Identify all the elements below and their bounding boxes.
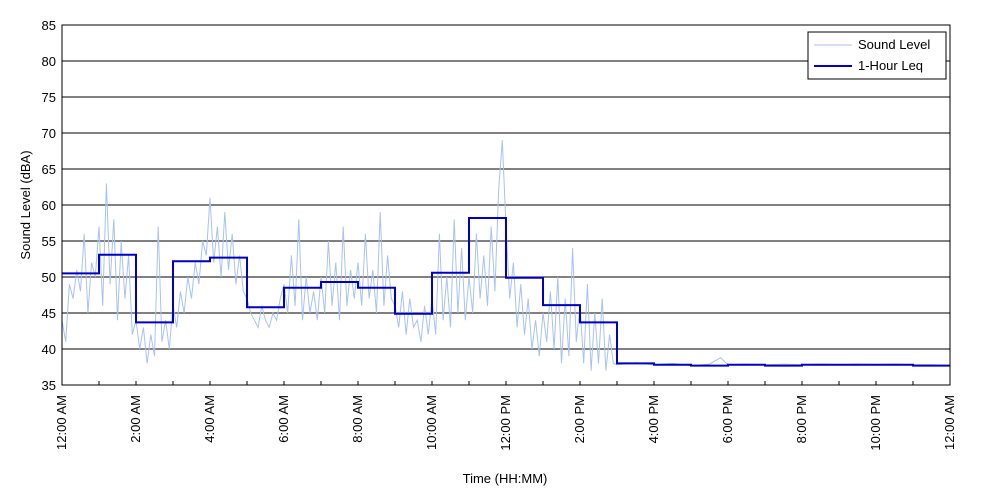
x-tick-label: 6:00 PM — [720, 395, 735, 443]
legend-label-1-hour-leq: 1-Hour Leq — [858, 58, 923, 73]
y-tick-label: 85 — [42, 18, 56, 33]
y-tick-label: 55 — [42, 234, 56, 249]
y-tick-label: 60 — [42, 198, 56, 213]
y-tick-label: 40 — [42, 342, 56, 357]
x-tick-label: 2:00 AM — [128, 395, 143, 443]
x-tick-label: 2:00 PM — [572, 395, 587, 443]
y-tick-label: 50 — [42, 270, 56, 285]
y-tick-label: 75 — [42, 90, 56, 105]
y-tick-label: 70 — [42, 126, 56, 141]
x-tick-label: 4:00 AM — [202, 395, 217, 443]
series-sound-level — [61, 140, 951, 371]
y-axis-label: Sound Level (dBA) — [18, 150, 33, 259]
legend-box — [807, 31, 947, 80]
x-tick-label: 8:00 AM — [350, 395, 365, 443]
y-tick-label: 35 — [42, 378, 56, 393]
y-tick-label: 45 — [42, 306, 56, 321]
x-tick-label: 10:00 AM — [424, 395, 439, 450]
x-tick-label: 10:00 PM — [868, 395, 883, 451]
x-tick-label: 6:00 AM — [276, 395, 291, 443]
legend-label-sound-level: Sound Level — [858, 37, 930, 52]
x-tick-label: 12:00 AM — [54, 395, 69, 450]
y-tick-label: 65 — [42, 162, 56, 177]
legend: Sound Level 1-Hour Leq — [807, 31, 947, 80]
x-tick-label: 12:00 AM — [942, 395, 957, 450]
y-tick-label: 80 — [42, 54, 56, 69]
x-tick-label: 12:00 PM — [498, 395, 513, 451]
x-tick-label: 4:00 PM — [646, 395, 661, 443]
series-1-hour-leq — [62, 217, 950, 367]
x-axis-label: Time (HH:MM) — [463, 471, 548, 486]
series-layer — [61, 140, 951, 371]
axes: 35 40 45 50 55 60 65 70 75 80 85 12:00 AM 2:00 AM 4:0… — [42, 18, 957, 451]
x-tick-label: 8:00 PM — [794, 395, 809, 443]
